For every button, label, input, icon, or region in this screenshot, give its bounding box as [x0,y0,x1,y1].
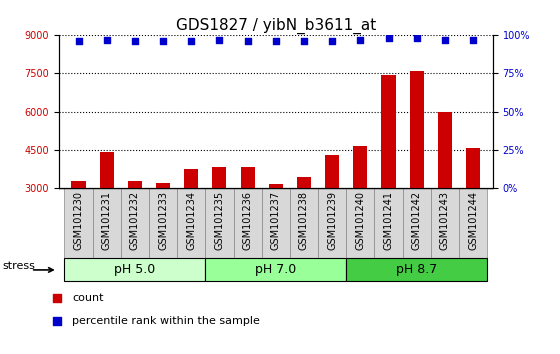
Point [74,39,83,44]
Text: GSM101243: GSM101243 [440,191,450,250]
Bar [318,188,346,258]
Point [130,39,139,44]
Text: GSM101238: GSM101238 [299,191,309,250]
Bar [431,188,459,258]
Bar [403,188,431,258]
Bar [290,188,318,258]
Point [384,36,393,41]
Text: pH 8.7: pH 8.7 [396,263,437,276]
Text: stress: stress [3,261,36,272]
Point [102,37,111,43]
Text: GSM101230: GSM101230 [73,191,83,250]
Bar [410,71,424,264]
Bar [64,258,206,281]
Point [158,39,167,44]
Bar [353,146,367,264]
Text: percentile rank within the sample: percentile rank within the sample [72,316,260,326]
Bar [92,188,121,258]
Bar [72,181,86,264]
Text: pH 5.0: pH 5.0 [114,263,156,276]
Bar [325,155,339,264]
Point [469,37,478,43]
Text: count: count [72,293,104,303]
Bar [184,169,198,264]
Bar [466,148,480,264]
Title: GDS1827 / yibN_b3611_at: GDS1827 / yibN_b3611_at [176,18,376,34]
Bar [459,188,487,258]
Text: GSM101231: GSM101231 [102,191,111,250]
Text: GSM101237: GSM101237 [271,191,281,250]
Point [412,36,421,41]
Point [187,39,196,44]
Text: GSM101234: GSM101234 [186,191,196,250]
Bar [241,167,255,264]
Point [440,37,449,43]
Text: GSM101239: GSM101239 [327,191,337,250]
Bar [64,188,92,258]
Point [347,4,356,10]
Point [271,39,280,44]
Bar [156,183,170,264]
Bar [212,167,226,264]
Point [300,39,309,44]
Text: GSM101244: GSM101244 [468,191,478,250]
Point [243,39,252,44]
Bar [269,184,283,264]
Text: GSM101242: GSM101242 [412,191,422,250]
Point [215,37,224,43]
Text: pH 7.0: pH 7.0 [255,263,296,276]
Bar [438,112,452,264]
Bar [375,188,403,258]
Text: GSM101235: GSM101235 [214,191,225,250]
Point [356,37,365,43]
Text: GSM101233: GSM101233 [158,191,168,250]
Text: GSM101240: GSM101240 [356,191,365,250]
Bar [206,258,346,281]
Bar [297,177,311,264]
Text: GSM101236: GSM101236 [242,191,253,250]
Bar [177,188,206,258]
Bar [346,188,375,258]
Bar [128,181,142,264]
Text: GSM101241: GSM101241 [384,191,394,250]
Point [328,39,337,44]
Bar [262,188,290,258]
Bar [346,258,487,281]
Bar [381,75,395,264]
Bar [234,188,262,258]
Bar [121,188,149,258]
Bar [149,188,177,258]
Bar [206,188,234,258]
Bar [100,152,114,264]
Text: GSM101232: GSM101232 [130,191,140,250]
Point [347,213,356,219]
